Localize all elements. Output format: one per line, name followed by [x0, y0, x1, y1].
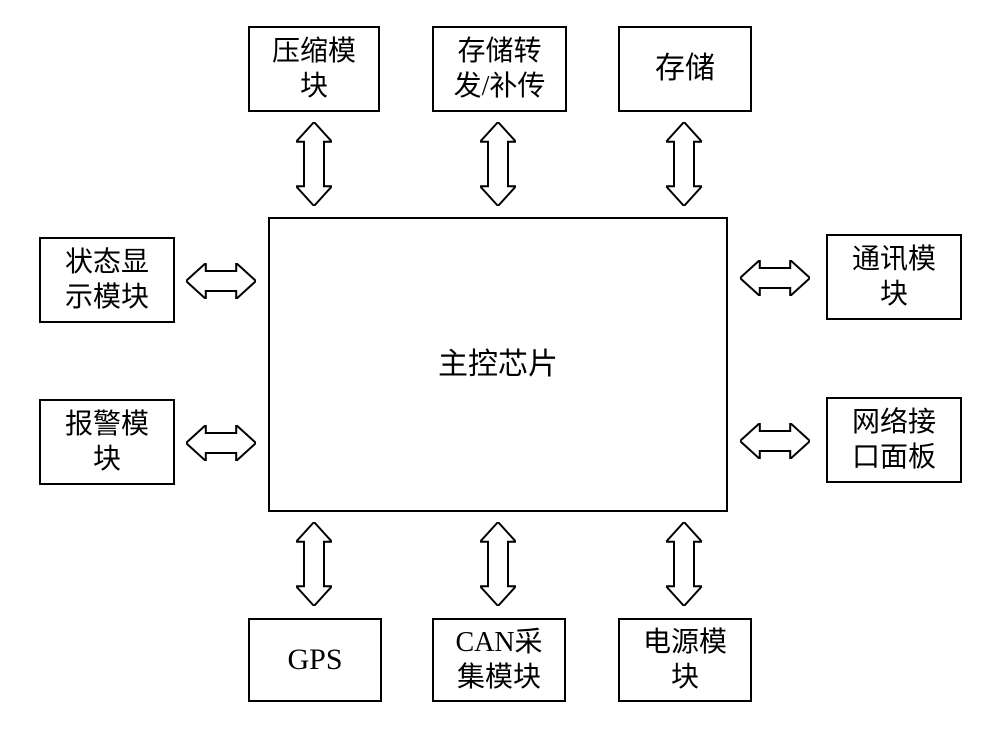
arrow-vertical — [666, 122, 702, 206]
node-can: CAN采 集模块 — [432, 618, 566, 702]
arrow-horizontal — [740, 260, 810, 296]
node-can-label: CAN采 集模块 — [455, 625, 542, 695]
node-alarm: 报警模 块 — [39, 399, 175, 485]
arrow-vertical — [296, 122, 332, 206]
node-status-display: 状态显 示模块 — [39, 237, 175, 323]
node-network-panel-label: 网络接 口面板 — [852, 405, 936, 475]
arrow-vertical — [480, 522, 516, 606]
node-gps-label: GPS — [287, 641, 342, 679]
node-power-label: 电源模 块 — [643, 625, 727, 695]
arrow-vertical — [296, 522, 332, 606]
arrow-vertical — [666, 522, 702, 606]
arrow-vertical — [480, 122, 516, 206]
node-compress: 压缩模 块 — [248, 26, 380, 112]
node-storage: 存储 — [618, 26, 752, 112]
node-store-forward: 存储转 发/补传 — [432, 26, 567, 112]
node-store-forward-label: 存储转 发/补传 — [454, 34, 546, 104]
node-power: 电源模 块 — [618, 618, 752, 702]
node-central-label: 主控芯片 — [438, 346, 558, 384]
node-network-panel: 网络接 口面板 — [826, 397, 962, 483]
node-status-display-label: 状态显 示模块 — [65, 245, 149, 315]
arrow-horizontal — [740, 423, 810, 459]
arrow-horizontal — [186, 263, 256, 299]
node-central: 主控芯片 — [268, 217, 728, 512]
node-comm-label: 通讯模 块 — [852, 242, 936, 312]
node-storage-label: 存储 — [655, 50, 715, 88]
node-compress-label: 压缩模 块 — [272, 34, 356, 104]
node-gps: GPS — [248, 618, 382, 702]
node-alarm-label: 报警模 块 — [65, 407, 149, 477]
node-comm: 通讯模 块 — [826, 234, 962, 320]
arrow-horizontal — [186, 425, 256, 461]
